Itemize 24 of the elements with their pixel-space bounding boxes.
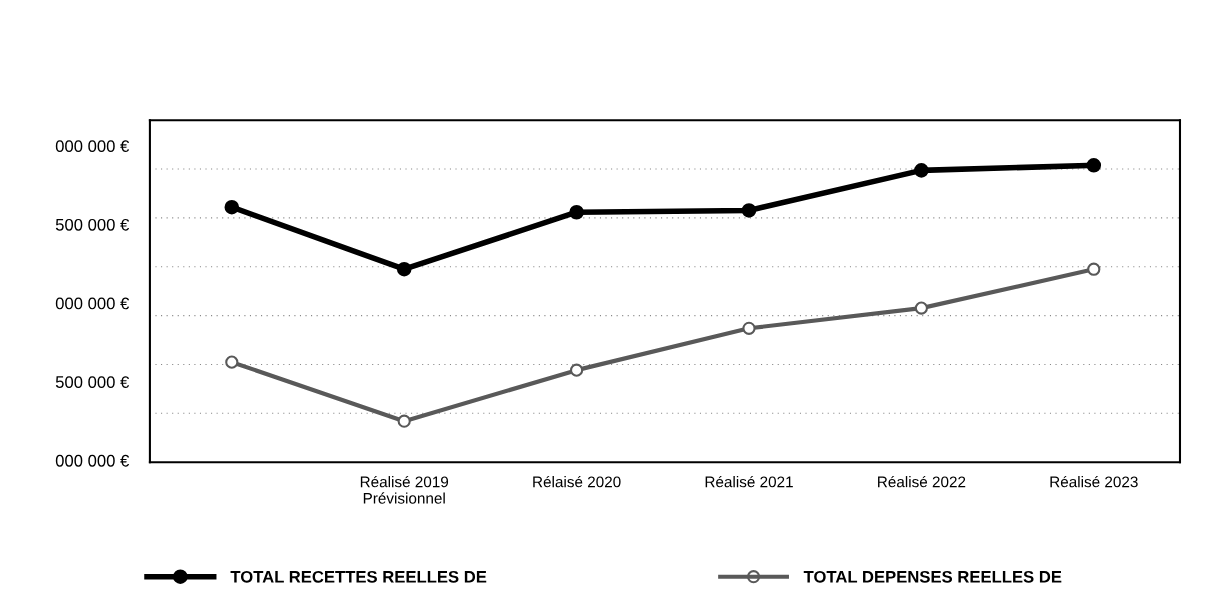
point bbox=[741, 203, 757, 218]
point bbox=[742, 321, 756, 335]
point bbox=[224, 199, 240, 215]
point bbox=[225, 355, 239, 369]
point bbox=[397, 414, 411, 428]
point bbox=[1087, 262, 1101, 276]
legend-label: TOTAL RECETTES REELLES DE bbox=[230, 570, 487, 583]
point bbox=[569, 204, 584, 220]
x-tick-label: Réalisé 2019 Prévisionnel bbox=[360, 475, 449, 504]
point bbox=[914, 301, 928, 315]
text: 000 000 € bbox=[55, 454, 130, 467]
text: 500 000 € bbox=[55, 376, 130, 388]
text: 000 000 € bbox=[55, 140, 130, 153]
text: 000 000 € bbox=[55, 297, 130, 310]
point bbox=[396, 261, 412, 277]
x-tick-label: Rélaisé 2020 bbox=[533, 475, 621, 488]
x-tick-label: Réalisé 2022 bbox=[878, 475, 966, 488]
text: 500 000 € bbox=[55, 218, 130, 231]
point bbox=[1086, 158, 1102, 173]
legend-label: TOTAL DEPENSES REELLES DE bbox=[803, 570, 1062, 583]
point bbox=[570, 363, 584, 377]
point bbox=[914, 163, 929, 178]
x-tick-label: Réalisé 2021 bbox=[705, 475, 793, 488]
x-tick-label: Réalisé 2023 bbox=[1050, 475, 1138, 488]
